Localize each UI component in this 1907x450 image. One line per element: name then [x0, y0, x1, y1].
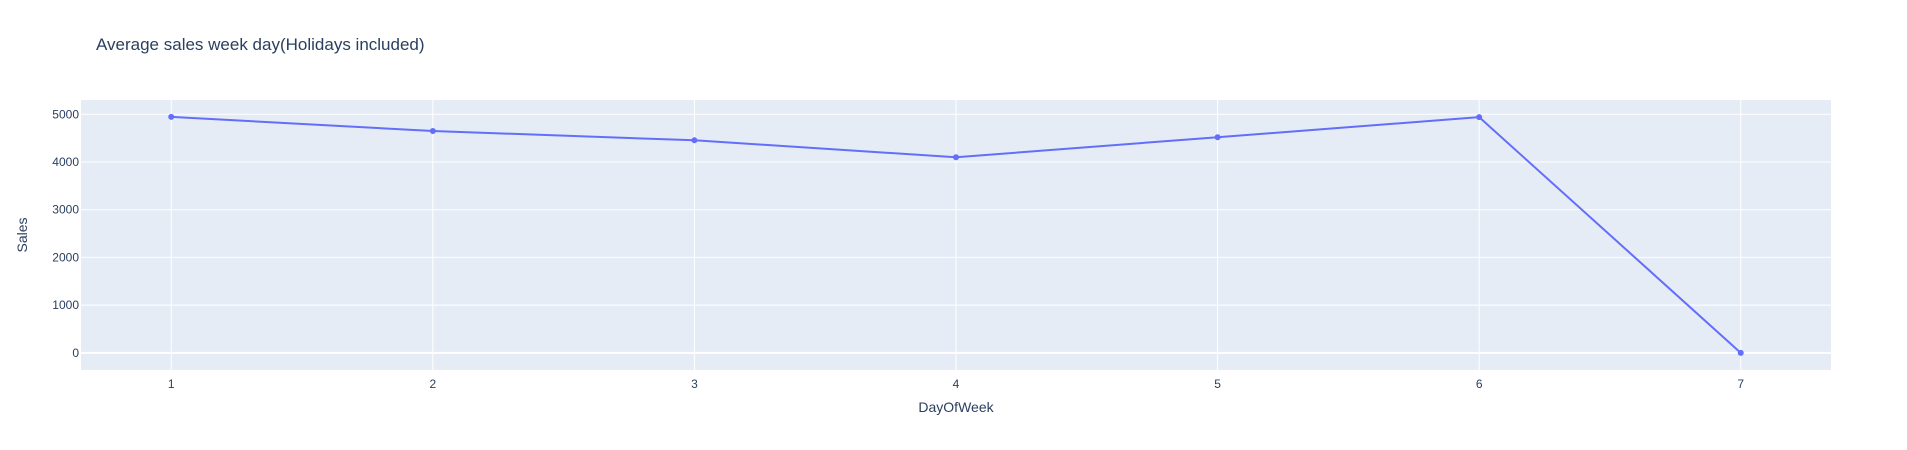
- data-point: [691, 137, 698, 144]
- data-point: [1476, 114, 1483, 121]
- x-tick-label: 6: [1476, 377, 1483, 391]
- x-tick-label: 2: [429, 377, 436, 391]
- y-tick-label: 1000: [52, 298, 79, 312]
- x-tick-label: 7: [1737, 377, 1744, 391]
- y-tick-label: 2000: [52, 250, 79, 264]
- y-tick-label: 0: [72, 346, 79, 360]
- y-tick-label: 3000: [52, 203, 79, 217]
- x-tick-label: 3: [691, 377, 698, 391]
- data-point: [429, 128, 436, 135]
- data-point: [1737, 349, 1744, 356]
- data-point: [1214, 134, 1221, 141]
- y-tick-label: 5000: [52, 107, 79, 121]
- chart-title: Average sales week day(Holidays included…: [96, 35, 425, 54]
- x-axis-title: DayOfWeek: [918, 399, 994, 415]
- series-layer: [168, 113, 1744, 356]
- data-point: [168, 113, 175, 120]
- x-tick-label: 5: [1214, 377, 1221, 391]
- y-axis-title: Sales: [14, 217, 30, 252]
- gridlines: [81, 100, 1831, 370]
- x-tick-label: 1: [168, 377, 175, 391]
- y-tick-label: 4000: [52, 155, 79, 169]
- x-axis-ticks: 1 2 3 4 5 6 7: [168, 377, 1745, 391]
- data-point: [953, 154, 959, 161]
- y-axis-ticks: 0 1000 2000 3000 4000 5000: [52, 107, 79, 360]
- x-tick-label: 4: [953, 377, 960, 391]
